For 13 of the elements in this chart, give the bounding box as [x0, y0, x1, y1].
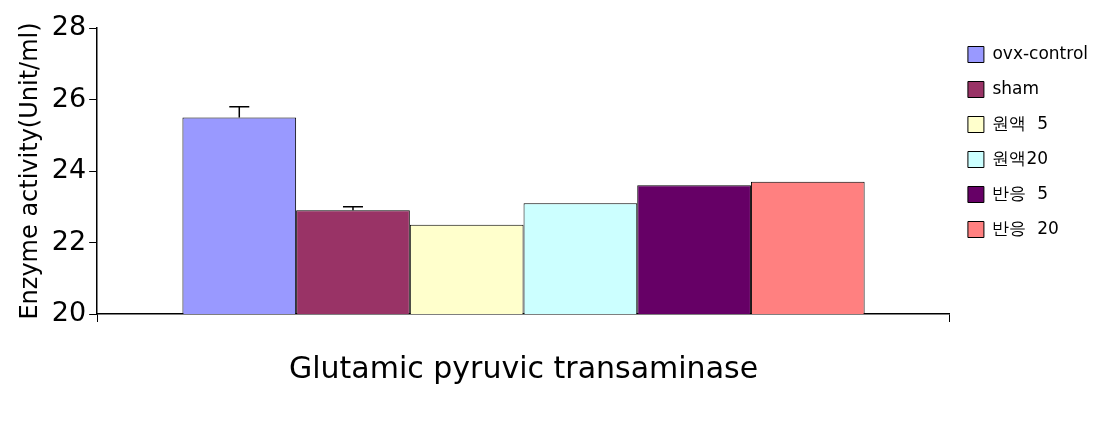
legend-label: 원액20: [992, 147, 1049, 168]
y-tick-label: 26: [51, 81, 87, 113]
y-axis-title: Enzyme activity(Unit/ml): [14, 22, 43, 320]
legend-label: 반응 20: [992, 217, 1059, 238]
y-tick-label: 24: [51, 153, 87, 185]
legend-label: 반응 5: [992, 182, 1049, 203]
y-tick-label: 22: [51, 224, 87, 256]
y-tick-label: 20: [51, 296, 87, 328]
y-tick-label: 28: [51, 10, 87, 42]
legend-label: sham: [992, 77, 1040, 98]
legend-label: ovx-control: [992, 42, 1089, 63]
legend-label: 원액 5: [992, 112, 1049, 133]
x-tick-label: Glutamic pyruvic transaminase: [288, 349, 759, 385]
